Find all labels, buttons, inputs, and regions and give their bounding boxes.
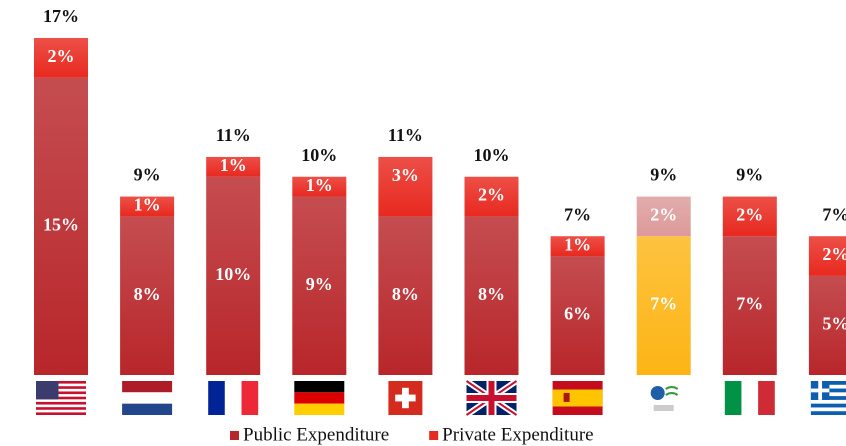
flag (122, 381, 173, 415)
flag-part (818, 381, 823, 400)
legend-label: Private Expenditure (442, 424, 593, 445)
bar-shade (550, 236, 605, 257)
flag-part (36, 412, 86, 415)
value-label: 1% (134, 195, 161, 215)
value-label: 5% (822, 314, 846, 334)
flag (650, 386, 679, 411)
bar-shade (292, 176, 347, 197)
flag-part (224, 381, 242, 415)
legend-swatch (230, 431, 239, 440)
bar-shade (722, 196, 777, 237)
bar-shade (550, 256, 605, 375)
bar-shade (636, 236, 691, 375)
flag (552, 381, 603, 415)
value-label: 1% (306, 175, 333, 195)
total-label: 9% (650, 165, 677, 185)
bar-shade (292, 196, 347, 375)
legend-swatch (429, 431, 439, 440)
flag-part (122, 392, 173, 404)
flag-part (122, 403, 173, 415)
flag (464, 378, 519, 418)
bar-shade (722, 236, 777, 375)
flag-part (294, 403, 345, 415)
total-label: 9% (134, 165, 161, 185)
value-label: 1% (564, 234, 591, 254)
flag-part (650, 386, 665, 400)
flag-part (122, 381, 173, 393)
flag-part (552, 389, 603, 407)
flag-part (653, 405, 674, 411)
value-label: 2% (822, 244, 846, 264)
total-label: 11% (388, 125, 423, 145)
bar-shade (206, 176, 261, 375)
total-label: 7% (564, 204, 591, 224)
flag (36, 381, 86, 415)
flag-part (294, 381, 345, 393)
total-label: 7% (822, 204, 846, 224)
flag-part (36, 381, 86, 384)
bar-shade (808, 236, 846, 276)
flag-part (741, 381, 759, 415)
flag-part (36, 396, 86, 400)
value-label: 8% (134, 284, 161, 304)
total-label: 10% (301, 145, 337, 165)
value-label: 10% (215, 264, 251, 284)
total-label: 10% (474, 145, 510, 165)
value-label: 15% (43, 214, 79, 234)
flag-part (724, 381, 742, 415)
legend-label: Public Expenditure (243, 424, 389, 445)
flag (208, 381, 259, 415)
total-label: 11% (216, 125, 251, 145)
total-label: 17% (43, 6, 79, 26)
flag-part (810, 399, 846, 404)
value-label: 2% (736, 205, 763, 225)
bar-shade (636, 196, 691, 237)
flag-part (294, 392, 345, 404)
bar-shade (808, 275, 846, 375)
flag-part (241, 381, 259, 415)
bar-shade (378, 216, 433, 375)
bar-shade (464, 176, 519, 217)
bar-shade (464, 216, 519, 375)
value-label: 8% (392, 284, 419, 304)
value-label: 7% (650, 294, 677, 314)
bar-shade (120, 216, 175, 375)
flag-part (395, 394, 416, 402)
value-label: 9% (306, 274, 333, 294)
flag-part (36, 386, 86, 389)
flag-part (36, 381, 59, 400)
flag (724, 381, 775, 415)
flag-part (36, 401, 86, 405)
bar-shade (378, 156, 433, 217)
flag-part (36, 391, 86, 395)
flag-part (36, 407, 86, 410)
total-label: 9% (736, 165, 763, 185)
flag-part (810, 407, 846, 412)
value-label: 2% (478, 185, 505, 205)
value-label: 2% (650, 205, 677, 225)
flag-part (563, 392, 570, 402)
flag-part (466, 395, 517, 401)
value-label: 6% (564, 304, 591, 324)
value-label: 3% (392, 165, 419, 185)
value-label: 7% (736, 294, 763, 314)
flag (388, 381, 423, 415)
bar-shade (206, 156, 261, 177)
flag (294, 381, 345, 415)
flag-part (758, 381, 775, 415)
flag (810, 381, 846, 415)
value-label: 8% (478, 284, 505, 304)
value-label: 2% (48, 46, 75, 66)
bar-shade (120, 196, 175, 217)
flag-part (665, 386, 679, 396)
flag-part (208, 381, 225, 415)
bar-shade (34, 38, 88, 78)
value-label: 1% (220, 155, 247, 175)
bar-shade (34, 77, 88, 375)
